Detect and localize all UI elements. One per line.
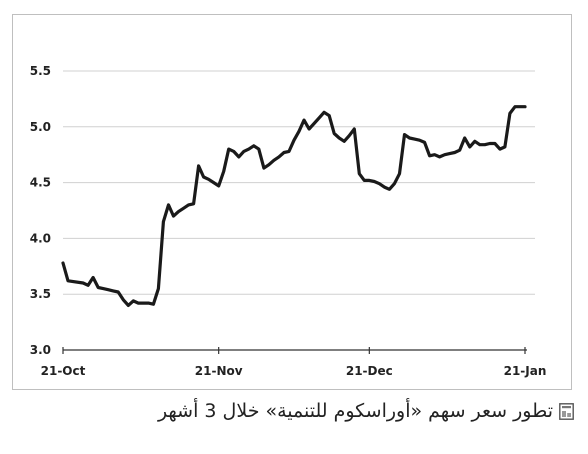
- series-layer: [61, 105, 527, 307]
- chart-caption-icon: [559, 402, 574, 420]
- y-tick-label: 3.0: [30, 343, 51, 357]
- x-tick-label: 21-Nov: [195, 364, 243, 378]
- x-tick-label: 21-Dec: [346, 364, 393, 378]
- price-line-series-0: [61, 105, 527, 307]
- y-tick-label: 3.5: [30, 287, 51, 301]
- x-tick-label: 21-Oct: [41, 364, 86, 378]
- y-tick-label: 4.0: [30, 231, 51, 245]
- caption-text: تطور سعر سهم «أوراسكوم للتنمية» خلال 3 أ…: [157, 400, 553, 422]
- grid-layer: [63, 70, 535, 295]
- chart-caption: تطور سعر سهم «أوراسكوم للتنمية» خلال 3 أ…: [158, 400, 574, 422]
- y-tick-label: 5.5: [30, 64, 51, 78]
- y-tick-label: 4.5: [30, 176, 51, 190]
- x-tick-label: 21-Jan: [504, 364, 547, 378]
- chart-frame: 3.0 3.5 4.0 4.5 5.0 5.5 21-Oct 21-Nov 21-Dec 21-J…: [12, 14, 572, 390]
- axis-layer: [62, 347, 527, 354]
- label-layer: 3.0 3.5 4.0 4.5 5.0 5.5 21-Oct 21-Nov 21-Dec 21-J…: [30, 64, 547, 378]
- y-tick-label: 5.0: [30, 120, 51, 134]
- chart-svg: 3.0 3.5 4.0 4.5 5.0 5.5 21-Oct 21-Nov 21-Dec 21-J…: [30, 64, 547, 378]
